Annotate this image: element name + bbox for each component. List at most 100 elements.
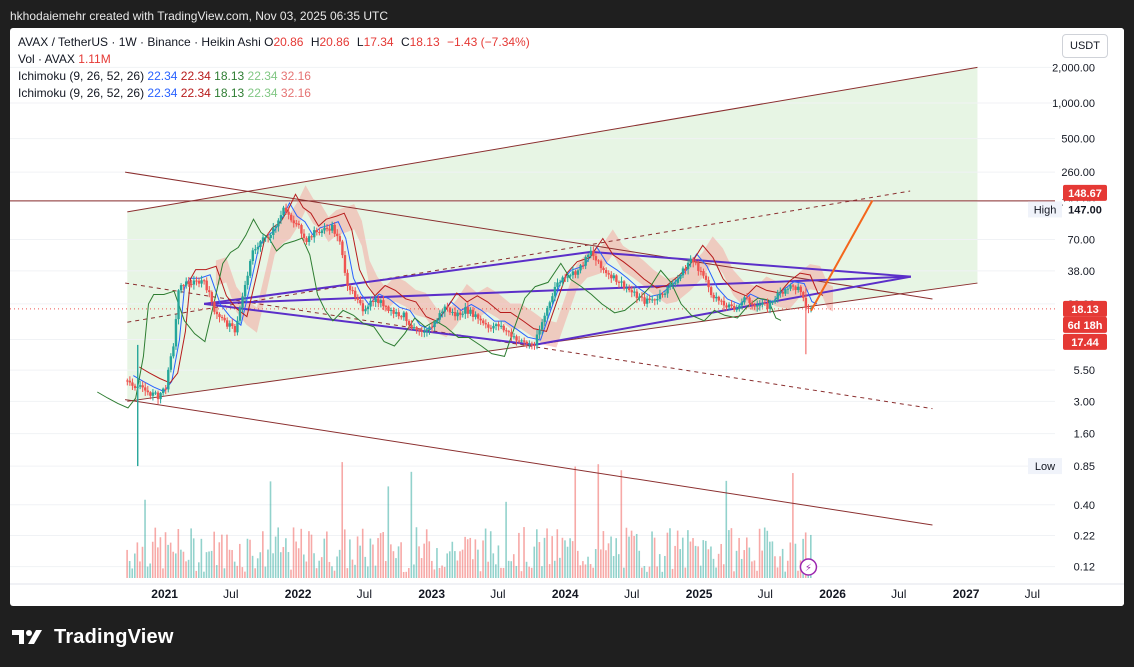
volume-bar (231, 550, 233, 578)
volume-bar (208, 551, 210, 578)
candle-body (766, 303, 769, 309)
candle-body (174, 319, 178, 347)
candle-body (525, 341, 528, 344)
chart-header: hkhodaiemehr created with TradingView.co… (10, 6, 388, 26)
candle-body (640, 296, 644, 298)
candle-body (138, 385, 142, 387)
candle-body (282, 207, 285, 216)
volume-bar (489, 531, 492, 578)
volume-bar (638, 550, 641, 578)
volume-bar (525, 561, 528, 578)
candle-body (551, 296, 554, 303)
volume-bar (290, 569, 292, 578)
price-tick-label: 70.00 (1067, 235, 1095, 247)
candle-body (597, 260, 600, 262)
currency-button[interactable]: USDT (1062, 34, 1108, 58)
candle-body (302, 233, 306, 239)
candle-body (517, 340, 521, 342)
triangle-bottom-left (204, 302, 535, 346)
volume-bar (715, 567, 717, 578)
candle-body (185, 281, 188, 286)
candle-body (182, 285, 185, 287)
volume-bar (784, 571, 787, 578)
candle-body (507, 331, 511, 333)
candle-body (208, 290, 211, 293)
volume-bar (684, 567, 687, 578)
volume-bar (190, 528, 192, 578)
last-price-label: 18.13 (1071, 304, 1099, 316)
candle-body (348, 285, 352, 291)
candle-body (809, 307, 813, 309)
candle-body (707, 279, 710, 288)
volume-bar (336, 556, 338, 578)
time-tick-label: 2023 (418, 587, 445, 601)
candle-body (492, 325, 495, 329)
volume-bar (405, 571, 408, 578)
volume-bar (269, 481, 272, 578)
candle-body (238, 307, 242, 321)
volume-bar (592, 567, 594, 578)
volume-bar (602, 531, 605, 578)
candles-layer (126, 203, 813, 467)
candle-body (505, 330, 508, 332)
ichimoku-spanA-value: 22.34 (247, 86, 278, 100)
volume-bar (797, 570, 799, 578)
volume-label[interactable]: Vol · AVAX (18, 52, 75, 66)
candle-body (781, 291, 785, 294)
time-tick-label: 2021 (151, 587, 178, 601)
candle-body (418, 330, 421, 332)
candle-body (310, 236, 313, 238)
volume-bar (377, 538, 379, 578)
candle-body (364, 309, 367, 312)
candle-body (197, 280, 201, 284)
resistance-price-label: 148.67 (1068, 188, 1102, 200)
volume-bar (589, 564, 592, 578)
countdown-label: 6d 18h (1068, 320, 1103, 332)
ichimoku-label[interactable]: Ichimoku (9, 26, 52, 26) (18, 86, 145, 100)
volume-bar (149, 563, 151, 578)
ohlc-close-value: 18.13 (409, 35, 440, 49)
candle-body (663, 293, 667, 295)
legend-ichimoku-row-2: Ichimoku (9, 26, 52, 26) 22.34 22.34 18.… (18, 85, 530, 102)
candle-body (441, 311, 444, 314)
volume-bar (338, 549, 341, 578)
volume-bar (789, 542, 792, 578)
volume-bar (536, 529, 538, 578)
candle-body (167, 369, 170, 390)
volume-bar (333, 570, 336, 578)
candle-body (589, 250, 592, 255)
volume-bar (233, 561, 236, 578)
ichimoku-kijun-line (139, 193, 824, 384)
volume-bar (274, 536, 277, 578)
candle-body (499, 325, 503, 327)
candle-body (256, 246, 260, 250)
volume-bar (313, 553, 315, 578)
triangle-upper-b (590, 250, 911, 278)
chart-frame[interactable]: AVAX / TetherUS · 1W · Binance · Heikin … (10, 28, 1124, 606)
volume-bar (379, 533, 382, 578)
ichimoku-label[interactable]: Ichimoku (9, 26, 52, 26) (18, 69, 145, 83)
candle-body (523, 340, 526, 342)
price-chart[interactable]: 2,000.00 1,000.00 500.00 260.00 147.00 70.00 3… (10, 28, 1124, 606)
volume-bar (285, 538, 287, 578)
candle-body (515, 336, 518, 341)
candle-body (556, 282, 559, 287)
volume-bar (256, 558, 259, 578)
ohlc-change: −1.43 (−7.34%) (446, 35, 530, 49)
volume-bar (512, 554, 515, 578)
candle-body (561, 277, 564, 283)
volume-bar (523, 527, 525, 578)
candle-body (190, 283, 193, 285)
volume-bar (177, 529, 180, 578)
channel-upper-line (127, 66, 978, 213)
volume-bar (343, 529, 346, 578)
volume-bar (413, 564, 415, 578)
candle-body (202, 280, 206, 282)
candle-body (126, 380, 129, 382)
footer-brand-text: TradingView (54, 625, 174, 648)
volume-bar (162, 568, 164, 578)
symbol-info[interactable]: AVAX / TetherUS · 1W · Binance · Heikin … (18, 35, 261, 49)
volume-bar (600, 549, 602, 578)
volume-bar (477, 549, 479, 578)
lightning-glyph-icon: ⚡ (805, 563, 812, 574)
